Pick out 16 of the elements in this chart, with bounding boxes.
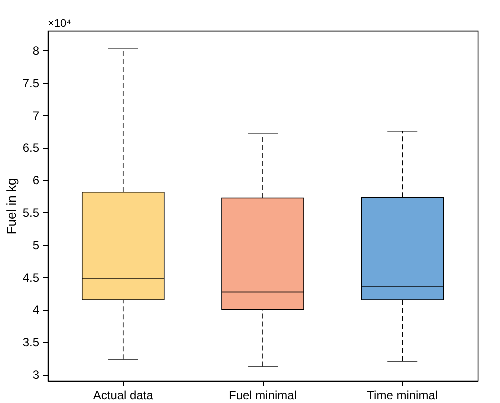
y-tick-label: 6 xyxy=(32,174,40,188)
y-tick-label: 3.5 xyxy=(22,336,40,350)
y-axis-title: Fuel in kg xyxy=(4,178,19,235)
y-tick-label: 3 xyxy=(32,368,40,382)
y-tick-label: 7.5 xyxy=(22,76,40,90)
y-tick-label: 4.5 xyxy=(22,270,40,285)
y-tick-label: 7 xyxy=(32,108,40,123)
x-tick-label: Actual data xyxy=(93,388,154,402)
y-tick-label: 5 xyxy=(32,238,40,252)
x-tick-label: Fuel minimal xyxy=(228,388,298,402)
y-tick-label: 8 xyxy=(32,44,40,58)
y-tick-label: 5.5 xyxy=(22,206,40,220)
y-tick-label: 4 xyxy=(32,303,40,318)
y-tick-label: 6.5 xyxy=(22,141,40,156)
text: ×10⁴ xyxy=(48,18,72,30)
x-tick-label: Time minimal xyxy=(367,388,438,402)
